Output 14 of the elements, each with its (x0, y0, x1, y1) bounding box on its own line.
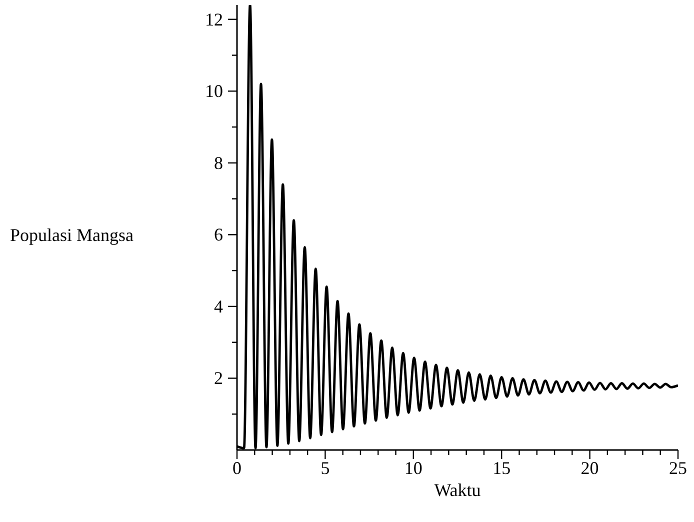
y-axis-title: Populasi Mangsa (10, 225, 134, 246)
x-tick-label: 10 (404, 458, 422, 478)
y-tick-label: 12 (205, 9, 223, 30)
x-axis-title: Waktu (433, 480, 482, 501)
y-tick-label: 4 (214, 296, 223, 316)
x-tick-label: 25 (669, 458, 687, 478)
x-tick-label: 15 (492, 458, 511, 478)
y-tick-label: 2 (214, 368, 223, 388)
x-tick-label: 0 (232, 458, 242, 478)
y-tick-label: 6 (214, 224, 223, 245)
y-tick-label: 8 (214, 152, 223, 173)
x-tick-label: 5 (320, 458, 330, 478)
x-tick-label: 20 (580, 458, 599, 478)
y-tick-label: 10 (205, 81, 223, 102)
